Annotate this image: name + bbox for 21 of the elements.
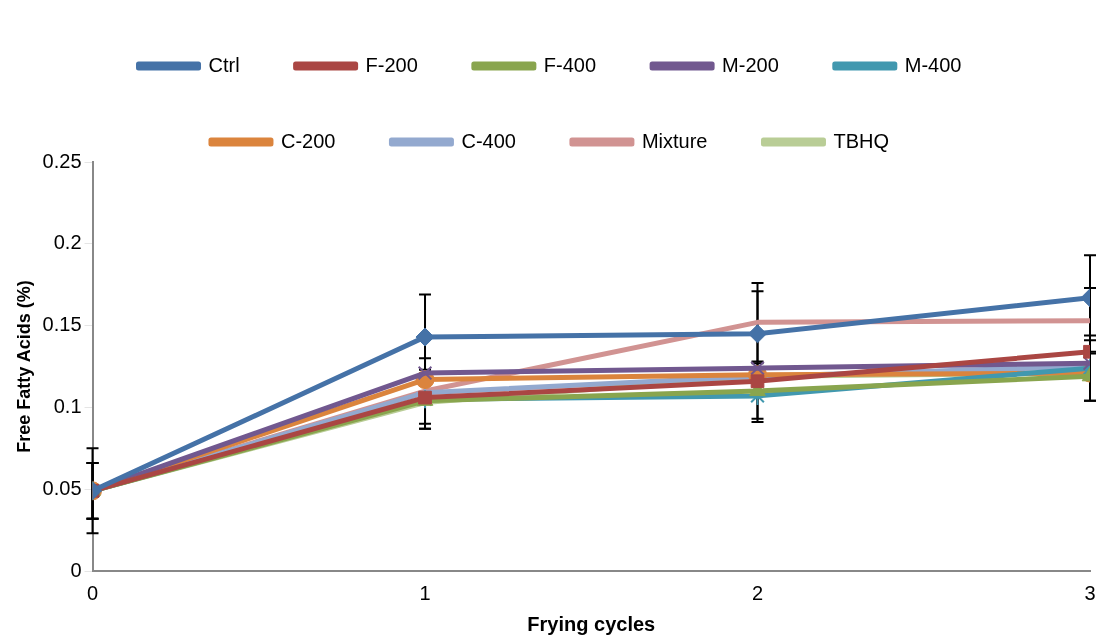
legend-label: C-400 bbox=[461, 129, 516, 152]
x-axis-title: Frying cycles bbox=[527, 612, 656, 635]
legend-label: Mixture bbox=[641, 129, 708, 152]
legend-label: F-400 bbox=[543, 53, 597, 76]
legend-label: Ctrl bbox=[208, 53, 240, 76]
y-tick-label: 0.15 bbox=[42, 313, 82, 336]
x-tick-label: 1 bbox=[419, 581, 431, 604]
legend-label: M-400 bbox=[904, 53, 962, 76]
x-tick-label: 0 bbox=[86, 581, 99, 604]
y-tick-label: 0.1 bbox=[53, 394, 82, 417]
y-tick-label: 0.25 bbox=[42, 149, 82, 172]
y-tick-label: 0 bbox=[70, 558, 82, 581]
legend-label: M-200 bbox=[722, 53, 779, 76]
y-axis-title: Free Fatty Acids (%) bbox=[13, 280, 34, 453]
legend-label: F-200 bbox=[365, 53, 418, 76]
y-tick-label: 0.2 bbox=[53, 231, 82, 254]
x-tick-label: 2 bbox=[751, 581, 764, 604]
legend-label: C-200 bbox=[280, 129, 336, 152]
y-tick-label: 0.05 bbox=[42, 476, 82, 499]
x-tick-label: 3 bbox=[1084, 581, 1096, 604]
legend-label: TBHQ bbox=[833, 129, 890, 152]
